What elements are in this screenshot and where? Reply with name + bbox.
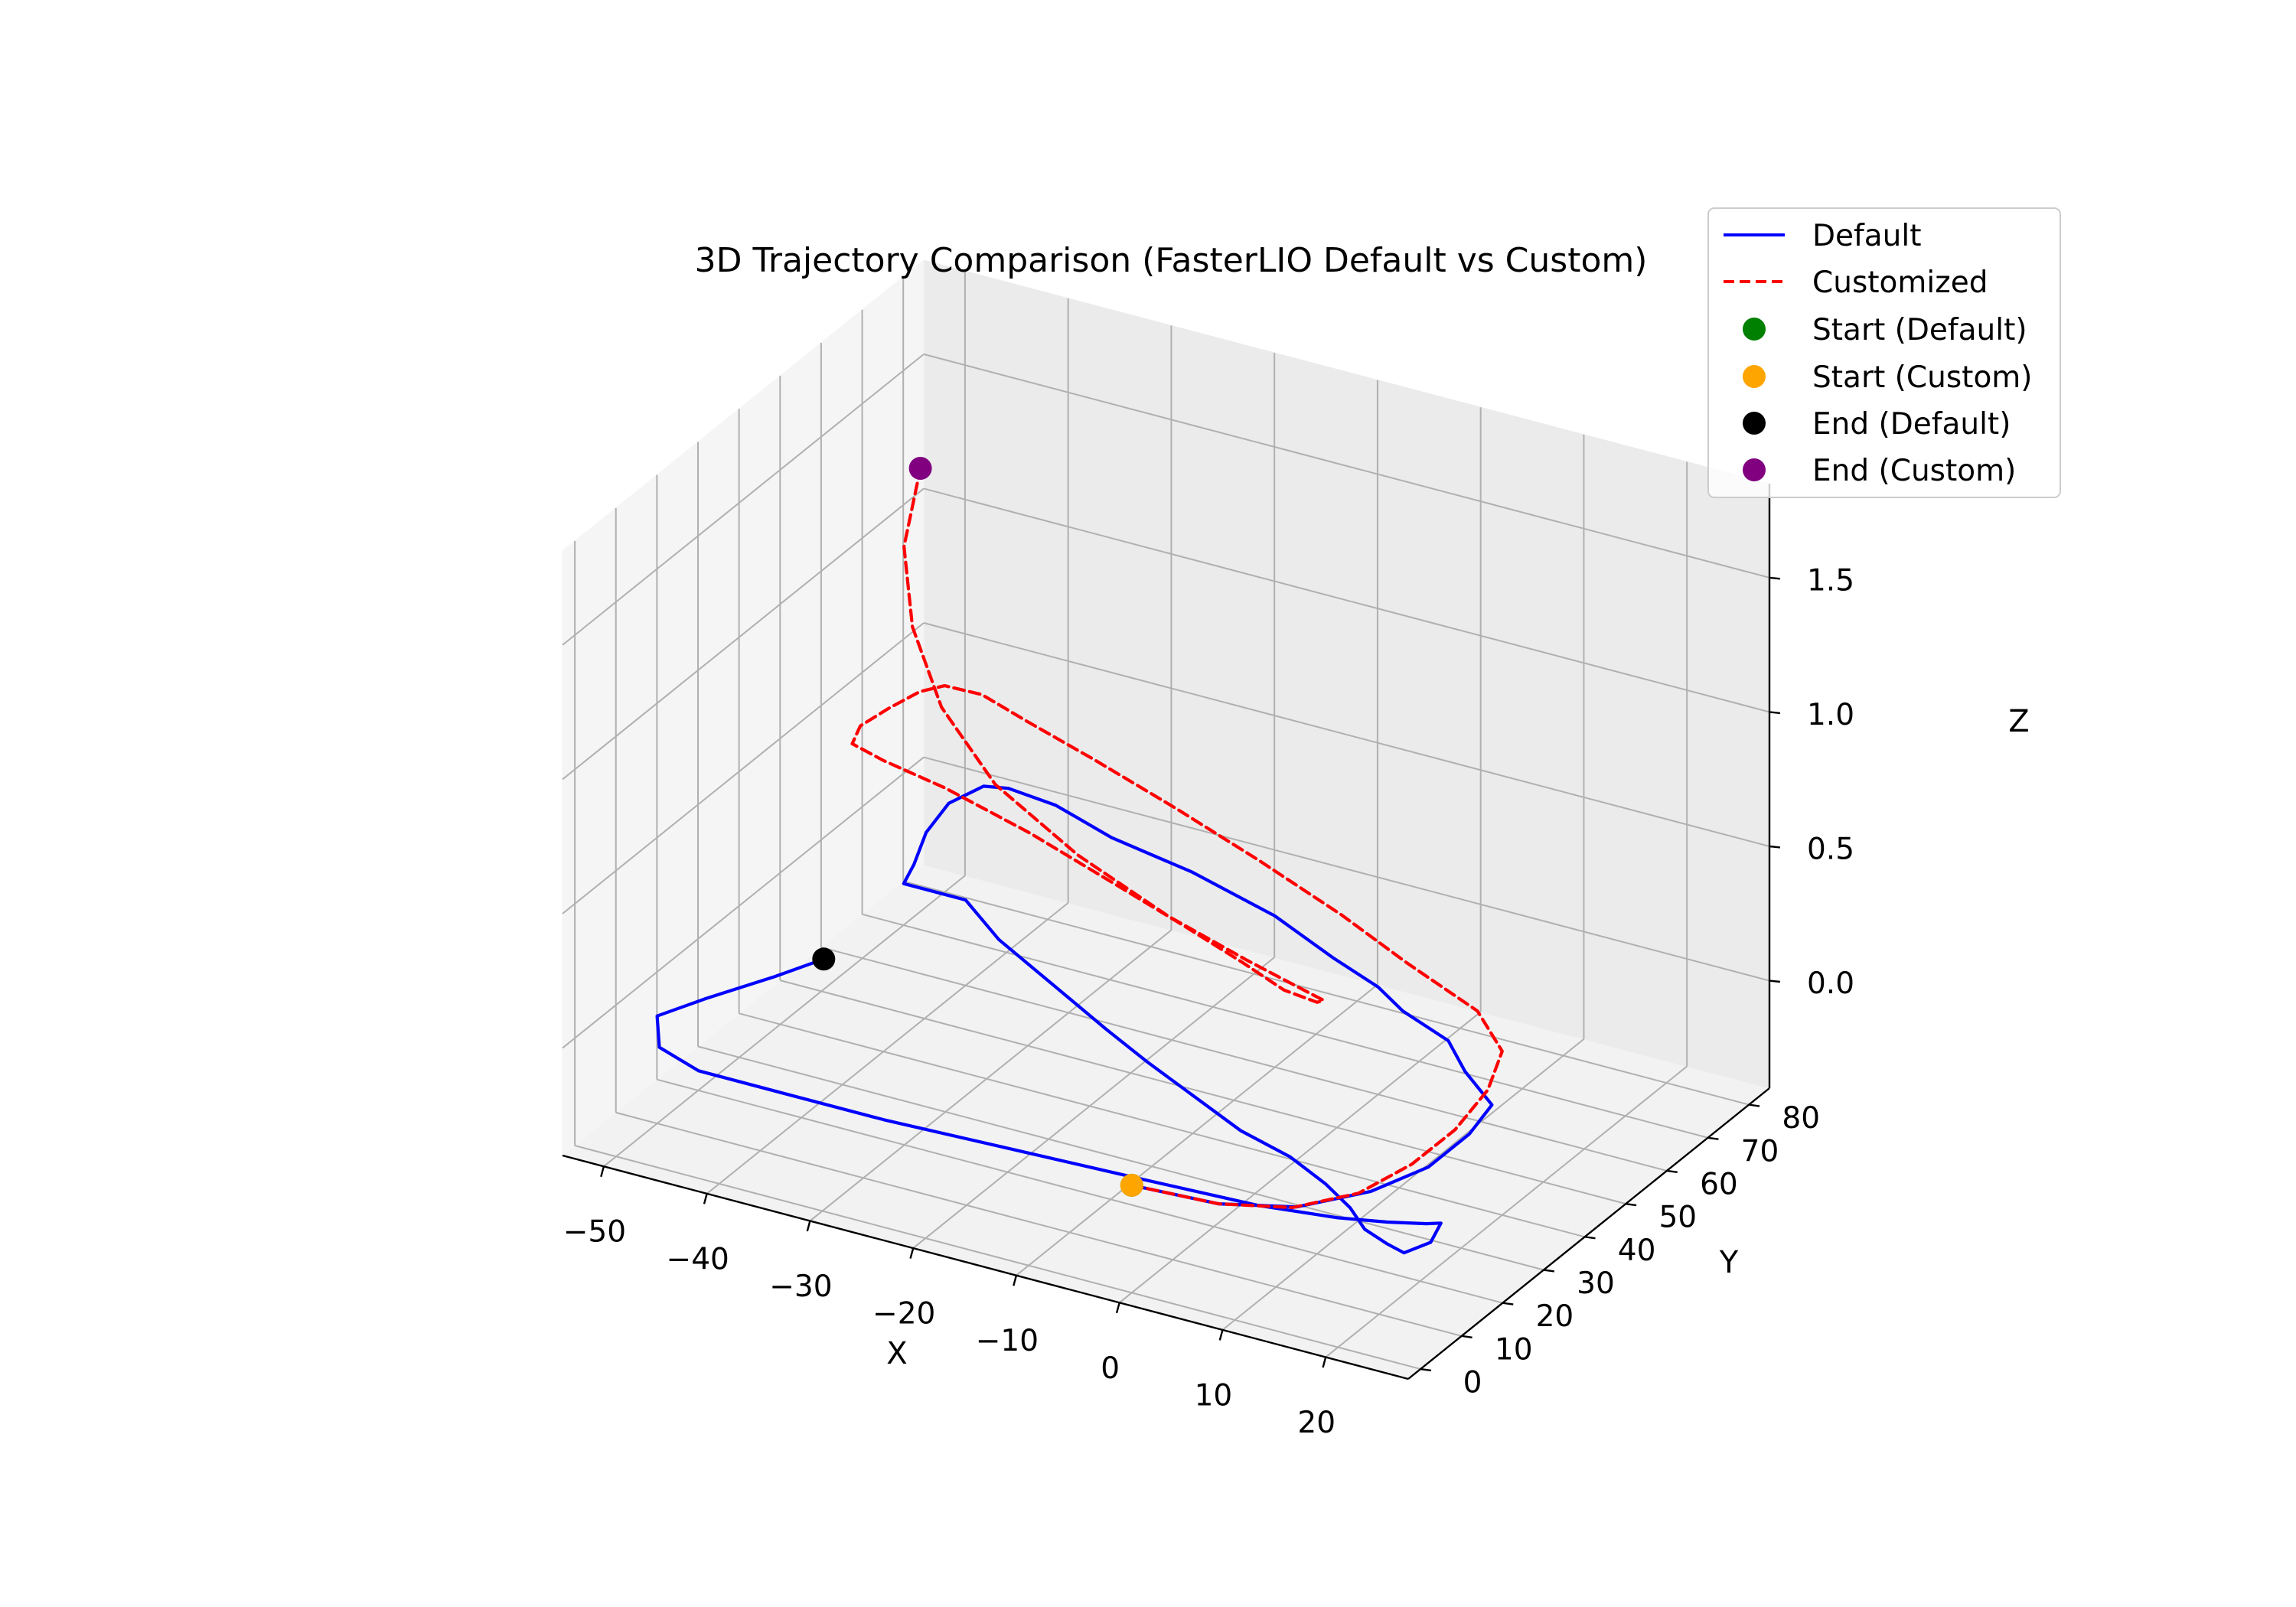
grid-line-y	[902, 880, 1750, 1106]
legend-marker-end-default	[1743, 412, 1766, 435]
tick-mark-y	[1420, 1367, 1432, 1372]
y-axis-line	[1407, 1087, 1770, 1380]
grid-line-x	[1119, 1011, 1482, 1304]
tick-label-z: 1.0	[1807, 698, 1854, 732]
grid-line-y	[697, 1045, 1544, 1271]
tick-label-y: 60	[1700, 1168, 1738, 1202]
y-axis-label: Y	[1719, 1245, 1739, 1280]
grid-line-z	[923, 756, 1770, 982]
tick-mark-z	[1769, 845, 1781, 849]
grid-lines	[562, 271, 1770, 1371]
tick-mark-y	[1707, 1136, 1719, 1140]
tick-mark-x	[703, 1193, 708, 1204]
tick-mark-y	[1749, 1103, 1760, 1107]
legend-label-customized: Customized	[1812, 266, 1988, 300]
z-axis-label: Z	[2008, 704, 2029, 739]
axis-panes	[561, 259, 1771, 1380]
tick-label-y: 0	[1463, 1366, 1482, 1400]
grid-line-z	[562, 622, 925, 914]
legend-marker-start-custom	[1743, 365, 1766, 388]
legend-label-default: Default	[1812, 219, 1922, 253]
legend-frame	[1707, 207, 2061, 498]
grid-line-x	[706, 902, 1069, 1195]
grid-line-z	[923, 487, 1770, 713]
grid-line-y	[739, 1012, 1585, 1238]
tick-mark-z	[1769, 576, 1781, 580]
tick-label-z: 0.0	[1807, 966, 1854, 1001]
x-axis-label: X	[886, 1336, 907, 1371]
tick-mark-y	[1502, 1302, 1514, 1305]
trajectory-customized	[850, 466, 1504, 1210]
tick-mark-z	[1769, 980, 1781, 983]
tick-label-x: −10	[976, 1324, 1039, 1358]
grid-line-x	[603, 875, 966, 1168]
tick-mark-x	[806, 1221, 811, 1232]
grid-line-y	[820, 946, 1668, 1172]
tick-label-x: 20	[1297, 1406, 1336, 1440]
tick-label-y: 30	[1577, 1266, 1615, 1301]
grid-line-z	[562, 756, 925, 1049]
grid-line-y	[862, 913, 1708, 1139]
grid-line-y	[574, 1145, 1421, 1371]
grid-line-x	[1016, 983, 1378, 1276]
legend-label-end-default: End (Default)	[1812, 407, 2011, 442]
tick-mark-x	[600, 1165, 605, 1178]
tick-label-y: 40	[1618, 1234, 1656, 1268]
grid-line-z	[562, 487, 925, 781]
grid-line-x	[1325, 1065, 1688, 1358]
grid-line-x	[809, 929, 1172, 1222]
legend-marker-start-default	[1743, 318, 1766, 341]
tick-label-y: 20	[1536, 1299, 1574, 1334]
trajectory-default	[655, 784, 1494, 1255]
tick-mark-y	[1543, 1269, 1555, 1273]
grid-line-z	[923, 353, 1770, 579]
tick-mark-y	[1461, 1335, 1473, 1338]
marker-start-custom	[1120, 1173, 1143, 1197]
tick-mark-y	[1666, 1169, 1678, 1174]
grid-line-y	[615, 1111, 1462, 1337]
tick-mark-x	[1322, 1357, 1327, 1368]
x-axis-line	[562, 1154, 1409, 1380]
tick-label-y: 50	[1658, 1201, 1697, 1235]
tick-mark-x	[1218, 1329, 1224, 1341]
tick-label-x: −30	[769, 1270, 832, 1304]
tick-label-x: −40	[667, 1242, 729, 1276]
marker-end-custom	[908, 457, 932, 480]
tick-label-y: 80	[1782, 1101, 1820, 1136]
left-pane	[562, 259, 925, 1157]
grid-line-y	[657, 1078, 1503, 1304]
legend-label-start-custom: Start (Custom)	[1812, 360, 2033, 395]
tick-mark-x	[1013, 1275, 1018, 1286]
legend-label-start-default: Start (Default)	[1812, 313, 2027, 347]
tick-marks: −50−40−30−20−1001020010203040506070800.0…	[563, 563, 1854, 1440]
tick-label-y: 10	[1495, 1332, 1533, 1367]
axis-lines	[562, 484, 1771, 1380]
grid-line-x	[1221, 1038, 1585, 1331]
tick-label-z: 1.5	[1807, 563, 1854, 598]
grid-line-x	[912, 957, 1275, 1249]
tick-label-x: 10	[1195, 1378, 1233, 1413]
grid-line-z	[562, 354, 925, 646]
grid-line-y	[780, 980, 1626, 1205]
legend-marker-end-custom	[1743, 458, 1766, 481]
tick-label-x: 0	[1101, 1351, 1120, 1386]
tick-label-y: 70	[1741, 1134, 1779, 1169]
tick-label-z: 0.5	[1807, 833, 1854, 867]
data-series	[655, 457, 1504, 1255]
chart-title: 3D Trajectory Comparison (FasterLIO Defa…	[695, 241, 1648, 280]
tick-label-x: −20	[872, 1297, 935, 1332]
grid-line-z	[923, 622, 1770, 847]
tick-mark-y	[1626, 1202, 1637, 1207]
tick-mark-y	[1584, 1236, 1596, 1240]
marker-end-default	[812, 947, 836, 971]
tick-mark-x	[909, 1247, 915, 1259]
legend-label-end-custom: End (Custom)	[1812, 454, 2016, 488]
tick-label-x: −50	[563, 1215, 626, 1250]
legend: Default Customized Start (Default) Start…	[1707, 207, 2061, 498]
tick-mark-x	[1115, 1302, 1120, 1314]
